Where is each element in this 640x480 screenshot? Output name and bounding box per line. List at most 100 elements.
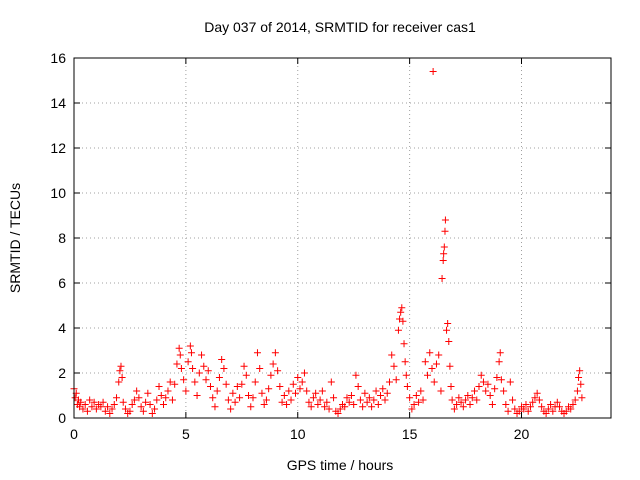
- data-point: [97, 403, 105, 411]
- y-tick-label: 16: [50, 50, 66, 66]
- data-point: [515, 407, 523, 415]
- data-point: [390, 362, 398, 370]
- data-point: [406, 394, 414, 402]
- data-point: [448, 396, 456, 404]
- data-point: [495, 358, 503, 366]
- data-point: [473, 396, 481, 404]
- data-point: [116, 367, 124, 375]
- data-point: [432, 360, 440, 368]
- data-point: [466, 401, 474, 408]
- data-point: [506, 378, 514, 386]
- data-point: [562, 407, 570, 415]
- data-point: [305, 398, 313, 406]
- data-point: [176, 351, 184, 359]
- data-point: [544, 405, 552, 413]
- x-axis-title: GPS time / hours: [287, 457, 394, 473]
- data-point: [113, 394, 121, 402]
- data-point: [323, 398, 331, 406]
- data-point: [475, 383, 483, 390]
- data-point: [426, 349, 434, 357]
- data-point: [151, 405, 159, 413]
- data-point: [240, 362, 248, 370]
- data-point: [171, 380, 179, 388]
- data-point: [316, 396, 324, 404]
- data-point: [303, 387, 311, 395]
- data-point: [121, 405, 129, 413]
- data-point: [578, 394, 586, 402]
- data-point: [459, 403, 467, 411]
- data-point: [189, 365, 197, 372]
- data-point: [247, 403, 255, 411]
- data-point: [424, 371, 432, 379]
- data-point: [312, 389, 320, 397]
- data-point: [236, 394, 244, 402]
- data-point: [491, 385, 499, 393]
- data-point: [385, 378, 393, 386]
- data-point: [267, 371, 275, 379]
- data-point: [148, 410, 156, 417]
- data-point: [325, 405, 333, 413]
- data-point: [549, 407, 557, 415]
- y-tick-label: 10: [50, 185, 66, 201]
- data-point: [440, 243, 448, 251]
- data-point: [429, 68, 437, 75]
- data-point: [296, 385, 304, 393]
- data-point: [479, 378, 487, 386]
- chart-title: Day 037 of 2014, SRMTID for receiver cas…: [204, 19, 476, 35]
- data-point: [292, 389, 300, 397]
- data-points: [70, 68, 586, 417]
- data-point: [260, 401, 268, 408]
- data-point: [90, 398, 98, 406]
- data-point: [447, 383, 455, 390]
- data-point: [128, 401, 136, 408]
- data-point: [437, 387, 445, 395]
- data-point: [245, 392, 253, 399]
- data-point: [142, 398, 150, 406]
- data-point: [522, 401, 530, 408]
- data-point: [445, 338, 453, 345]
- data-point: [462, 396, 470, 404]
- y-axis-title: SRMTID / TECUs: [7, 183, 23, 293]
- data-point: [354, 383, 362, 390]
- data-point: [83, 407, 91, 415]
- data-point: [455, 394, 463, 402]
- data-point: [401, 358, 409, 366]
- y-tick-label: 6: [58, 275, 66, 291]
- data-point: [222, 380, 230, 388]
- data-point: [321, 403, 329, 411]
- data-point: [403, 383, 411, 390]
- x-tick-label: 0: [70, 426, 78, 442]
- data-point: [177, 365, 185, 372]
- data-point: [253, 349, 261, 357]
- data-point: [417, 387, 425, 395]
- data-point: [399, 317, 407, 325]
- data-point: [139, 407, 147, 415]
- data-point: [184, 358, 192, 366]
- data-point: [438, 275, 446, 282]
- data-point: [265, 385, 273, 393]
- data-point: [350, 401, 358, 408]
- data-point: [575, 374, 583, 381]
- x-tick-label: 5: [182, 426, 190, 442]
- data-point: [392, 376, 400, 384]
- data-point: [251, 378, 259, 386]
- data-point: [309, 394, 317, 402]
- data-point: [336, 405, 344, 413]
- data-point: [441, 227, 449, 235]
- data-point: [180, 376, 188, 384]
- data-point: [443, 326, 451, 334]
- data-point: [283, 401, 291, 408]
- data-point: [531, 394, 539, 402]
- data-point: [571, 396, 579, 404]
- data-point: [502, 401, 510, 408]
- data-point: [166, 378, 174, 386]
- data-point: [464, 392, 472, 399]
- data-point: [576, 367, 584, 375]
- data-point: [294, 374, 302, 381]
- data-point: [79, 405, 87, 413]
- data-point: [285, 387, 293, 395]
- data-point: [211, 403, 219, 411]
- data-point: [164, 387, 172, 395]
- data-point: [402, 371, 410, 379]
- data-point: [77, 398, 85, 406]
